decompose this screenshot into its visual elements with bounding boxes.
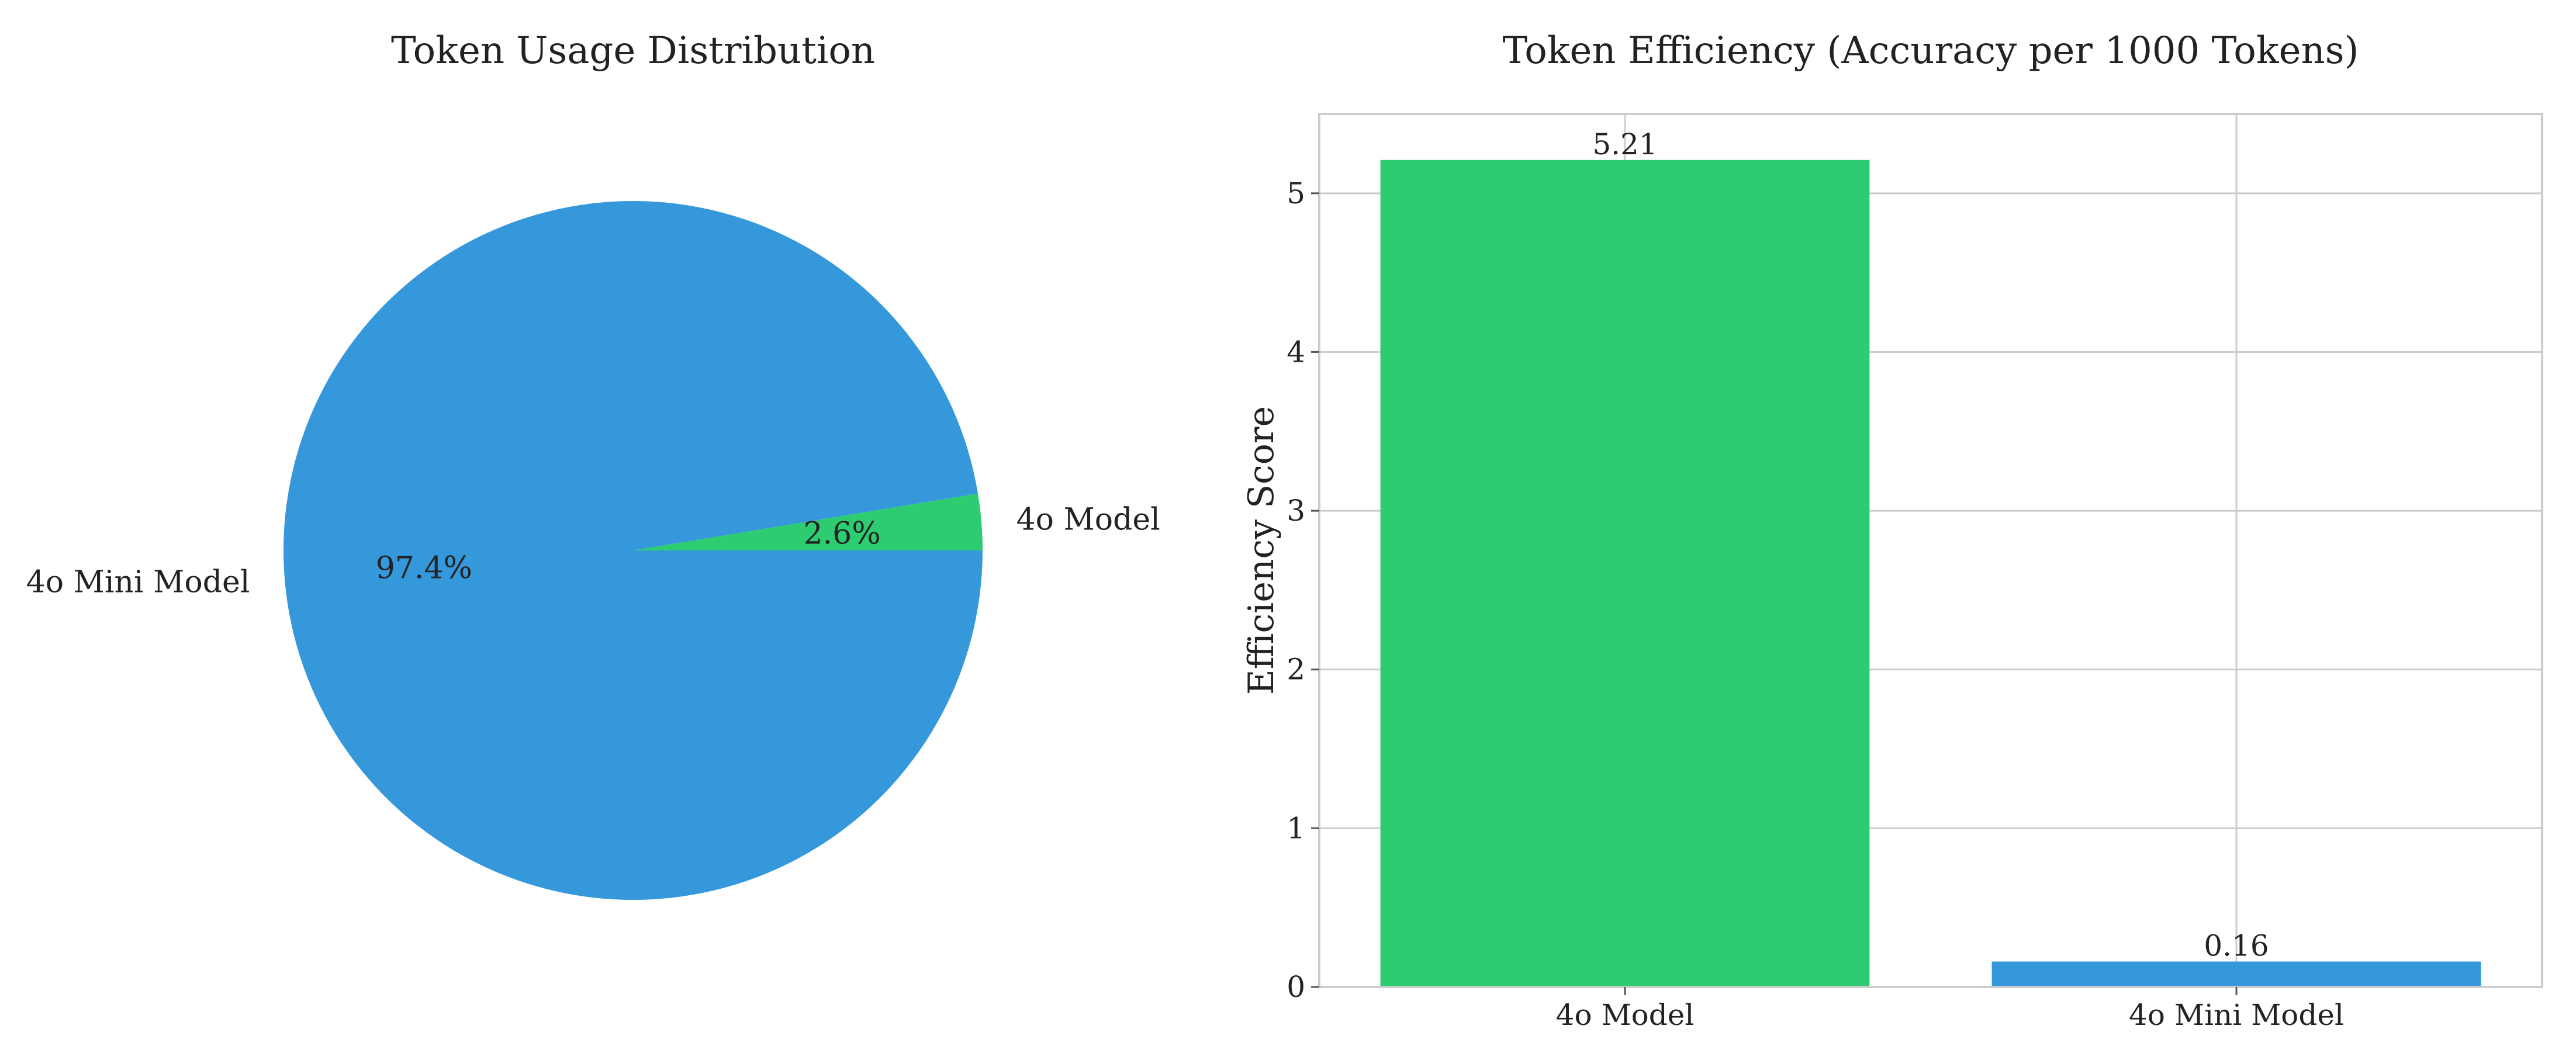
y-tick-label: 4 <box>1287 335 1305 369</box>
pie-label-2: 4o Mini Model <box>26 565 250 600</box>
y-axis-label: Efficiency Score <box>1241 406 1282 695</box>
y-tick-label: 2 <box>1287 653 1305 687</box>
bar-value-label: 0.16 <box>2204 929 2269 963</box>
pie-percent-2: 97.4% <box>376 550 472 586</box>
bar-2 <box>1991 961 2481 987</box>
bar-x-ticks: 4o Model 4o Mini Model <box>1556 987 2344 1032</box>
pie-label-1: 4o Model <box>1016 502 1160 537</box>
y-tick-label: 5 <box>1287 176 1305 210</box>
pie-chart: Token Usage Distribution 4o Model2.6%4o … <box>26 29 1160 900</box>
bar-value-label: 5.21 <box>1592 127 1657 161</box>
bar-chart-title: Token Efficiency (Accuracy per 1000 Toke… <box>1503 29 2359 72</box>
pie-labels: 4o Model 2.6% 4o Mini Model 97.4% <box>26 502 1160 600</box>
x-tick-label: 4o Mini Model <box>2129 998 2344 1032</box>
pie-slices <box>283 200 983 900</box>
bar-axes-frame <box>1318 113 2543 988</box>
bar-y-ticks: 0 1 2 3 4 5 <box>1287 176 1319 1004</box>
bar-value-labels: 5.21 0.16 <box>1592 127 2269 963</box>
pie-slice-2 <box>283 200 983 900</box>
pie-chart-title: Token Usage Distribution <box>391 29 875 72</box>
y-tick-label: 0 <box>1287 970 1305 1004</box>
bar-bars <box>1380 160 2481 987</box>
y-tick-label: 3 <box>1287 494 1305 528</box>
x-tick-label: 4o Model <box>1556 998 1695 1032</box>
y-tick-label: 1 <box>1287 811 1305 845</box>
pie-slice-1 <box>633 493 983 550</box>
pie-percent-1: 2.6% <box>804 517 881 552</box>
bar-chart: Token Efficiency (Accuracy per 1000 Toke… <box>1241 29 2543 1032</box>
bar-1 <box>1380 160 1870 987</box>
